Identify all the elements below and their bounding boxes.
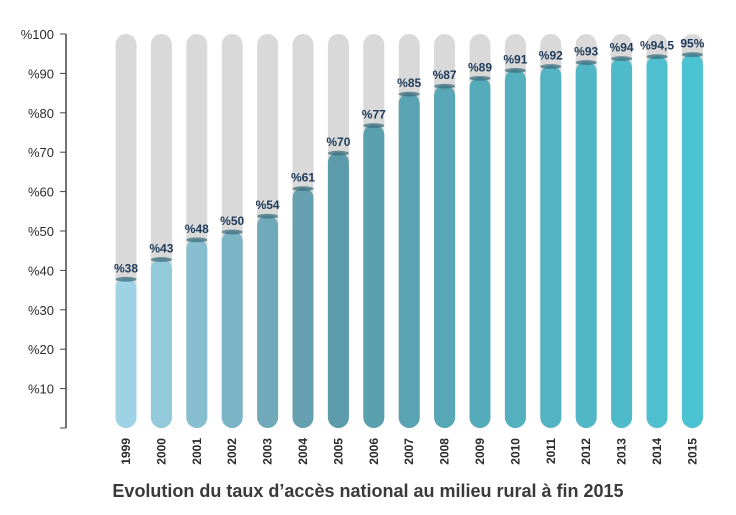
bar [257,215,279,428]
y-tick-label: %30 [28,303,54,318]
bar [363,124,385,429]
bar-cap [398,91,420,97]
data-label: %48 [185,222,209,236]
bar-cap [150,257,172,262]
data-label: %85 [397,76,421,90]
bar [575,61,597,429]
bar [504,69,526,429]
x-tick-label: 2008 [438,438,452,465]
data-label: %91 [503,52,527,66]
bar-cap [221,229,243,235]
bar [434,85,456,428]
data-labels-group: %38 %43 %48 %50 %54 %61 %70 %77 %85 %87 %89 %91 %92%… [114,37,705,276]
y-tick-label: %80 [28,106,54,121]
bar-cap [469,75,491,81]
y-tick-label: %10 [28,382,54,397]
y-tick-label: %40 [28,263,54,278]
data-label: %43 [149,242,173,256]
bar-cap [681,52,703,58]
x-tick-label: 2011 [544,438,558,464]
bar-cap [575,60,597,65]
bar [186,238,208,428]
x-tick-label: 2007 [402,438,416,465]
bar [469,77,491,428]
x-tick-label: 2005 [331,438,345,465]
x-tick-label: 2003 [261,438,275,465]
bar [646,55,668,429]
bar-cap [327,150,349,156]
data-label: 95% [680,37,704,51]
y-tick-label: %70 [28,145,54,160]
x-tick-label: 2002 [225,438,239,465]
bar-cap [363,123,385,129]
x-tick-label: 2012 [579,438,593,465]
data-label: %50 [220,214,244,228]
data-label: %38 [114,261,138,275]
y-tick-label: %60 [28,185,54,200]
bar [292,187,314,428]
x-tick-label: 2006 [367,438,381,465]
data-label: %87 [433,68,457,82]
y-axis: %10 %20 %30 %40 %50 %60 %70 %80 %90 %100 [21,27,67,429]
bar [681,53,703,428]
bar [150,258,172,428]
bar-cap [611,56,633,62]
data-label: %93 [574,45,598,59]
data-label: %89 [468,60,492,74]
bars-group [115,34,703,429]
x-tick-label: 2009 [473,438,487,465]
bar-cap [434,83,456,89]
chart-title: Evolution du taux d’accès national au mi… [112,481,624,501]
bar [115,278,137,428]
bar-cap [646,54,668,60]
bar [221,231,243,428]
x-tick-label: 2014 [650,438,664,465]
x-tick-label: 2000 [154,438,168,465]
data-label: %92 [539,49,563,63]
y-tick-label: %90 [28,66,54,81]
x-tick-label: 2013 [615,438,629,465]
bar-cap [115,276,137,282]
bar [540,65,562,429]
x-tick-label: 2001 [190,438,204,465]
bar-cap [257,213,279,219]
x-tick-label: 2015 [685,438,699,465]
bar-cap [186,237,208,243]
data-label: %70 [326,135,350,149]
x-tick-label: 2010 [508,438,522,465]
y-tick-label: %20 [28,342,54,357]
data-label: %61 [291,171,315,185]
data-label: %77 [362,108,386,122]
x-ticks-group: 1999 2000 2001 2002 2003 2004 2005 2006 2007 2008… [119,438,699,465]
data-label: %94 [610,41,634,55]
data-label: %94,5 [640,39,674,53]
bar-cap [504,68,526,73]
x-tick-label: 2004 [296,438,310,465]
bar [398,93,420,428]
bar [611,57,633,428]
bar-cap [292,186,314,192]
data-label: %54 [256,198,280,212]
x-tick-label: 1999 [119,438,133,465]
bar [327,152,349,428]
y-tick-label: %50 [28,224,54,239]
y-tick-label: %100 [21,27,54,42]
bar-cap [540,64,562,69]
